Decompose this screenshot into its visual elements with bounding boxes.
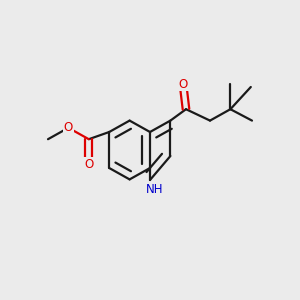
Text: NH: NH <box>146 183 163 196</box>
Text: O: O <box>84 158 93 171</box>
Text: O: O <box>64 121 73 134</box>
Text: O: O <box>178 77 188 91</box>
